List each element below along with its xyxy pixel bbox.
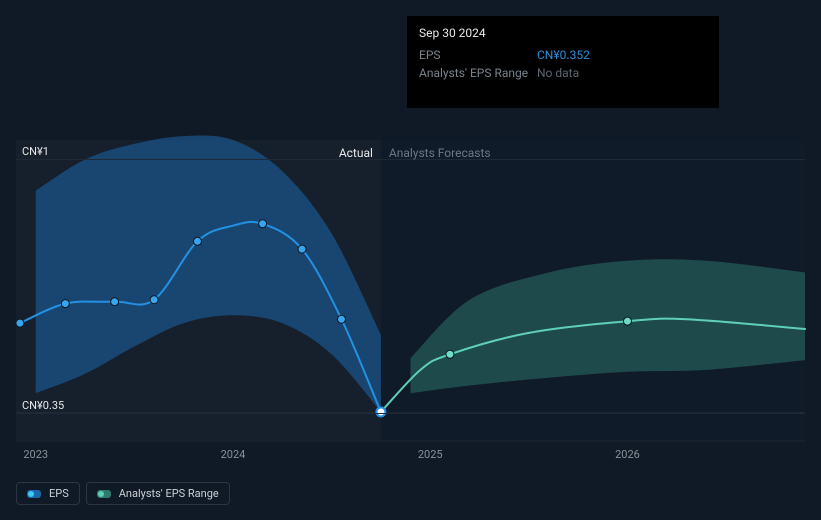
legend-label: Analysts' EPS Range	[119, 487, 219, 500]
tooltip-value: CN¥0.352	[537, 46, 590, 64]
chart-tooltip: Sep 30 2024 EPSCN¥0.352Analysts' EPS Ran…	[407, 16, 719, 108]
tooltip-key: EPS	[419, 46, 537, 64]
legend-item-range[interactable]: Analysts' EPS Range	[86, 482, 230, 505]
x-axis-label: 2025	[418, 448, 443, 461]
tooltip-row: Analysts' EPS RangeNo data	[419, 64, 707, 82]
x-axis-label: 2026	[615, 448, 640, 461]
x-axis-label: 2024	[221, 448, 246, 461]
tooltip-value: No data	[537, 64, 579, 82]
legend-label: EPS	[49, 487, 69, 500]
legend-swatch-icon	[97, 490, 111, 498]
chart-legend: EPS Analysts' EPS Range	[16, 482, 230, 505]
x-axis-label: 2023	[23, 448, 48, 461]
bottom-grid-line	[16, 413, 805, 414]
actual-section-label: Actual	[339, 146, 373, 160]
tooltip-row: EPSCN¥0.352	[419, 46, 707, 64]
y-axis-label: CN¥0.35	[22, 399, 64, 412]
legend-item-eps[interactable]: EPS	[16, 482, 80, 505]
tooltip-date: Sep 30 2024	[419, 24, 707, 42]
y-axis-label: CN¥1	[22, 145, 49, 158]
legend-swatch-icon	[27, 490, 41, 498]
eps-chart: Actual Analysts Forecasts Sep 30 2024 EP…	[0, 0, 821, 520]
forecast-section-label: Analysts Forecasts	[389, 146, 491, 160]
tooltip-key: Analysts' EPS Range	[419, 64, 537, 82]
